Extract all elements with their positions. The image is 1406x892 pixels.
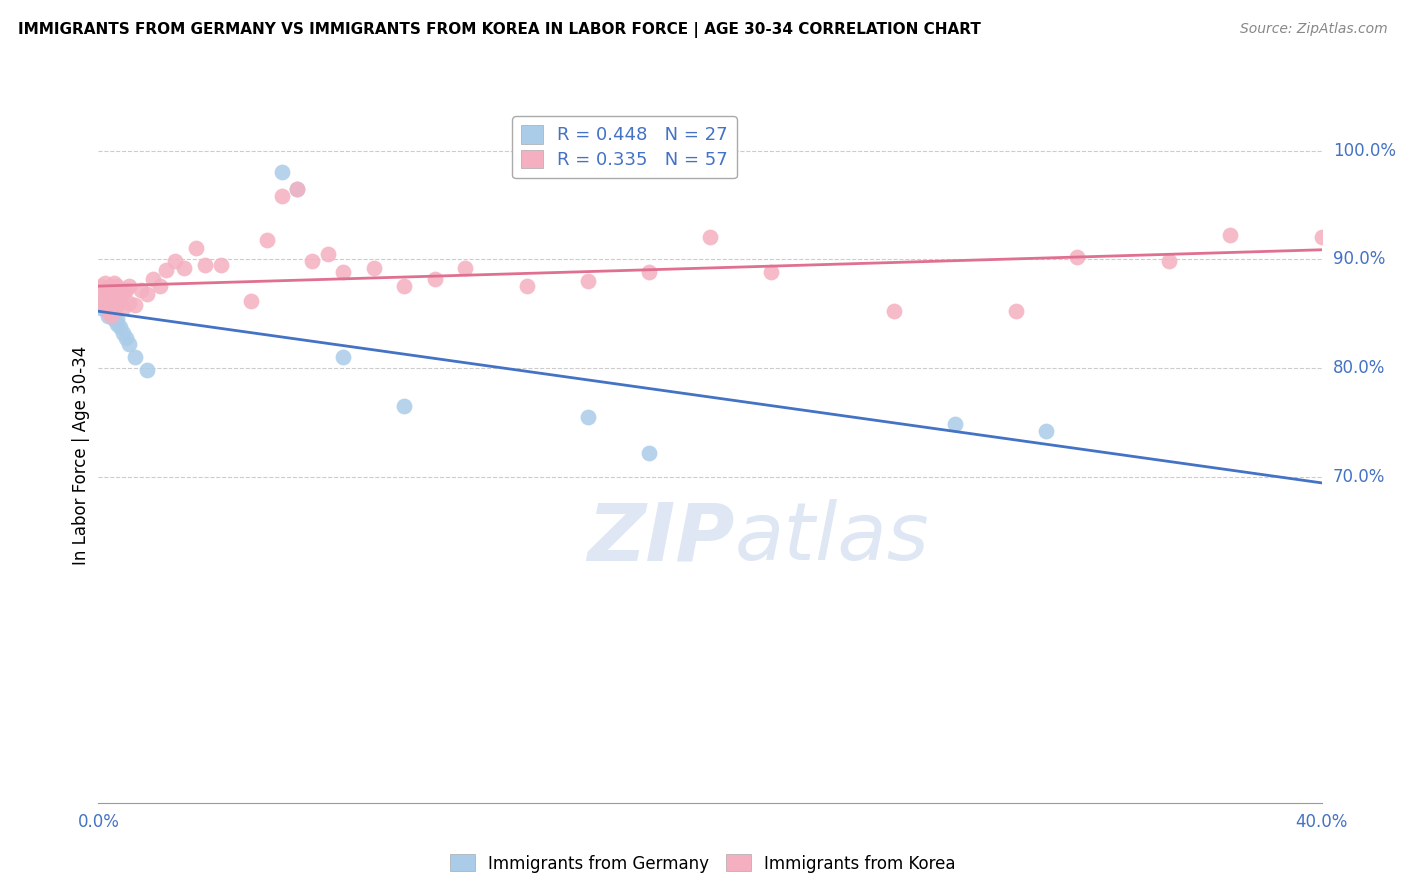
Text: atlas: atlas	[734, 500, 929, 577]
Point	[332, 265, 354, 279]
Point	[883, 304, 905, 318]
Point	[103, 312, 125, 326]
Point	[97, 304, 120, 318]
Point	[90, 279, 112, 293]
Point	[392, 279, 416, 293]
Point	[285, 181, 308, 195]
Point	[270, 189, 292, 203]
Point	[118, 337, 141, 351]
Point	[111, 326, 134, 341]
Point	[516, 279, 538, 293]
Point	[363, 260, 385, 275]
Point	[97, 290, 120, 304]
Point	[240, 293, 263, 308]
Point	[155, 263, 177, 277]
Point	[111, 301, 134, 315]
Point	[129, 283, 152, 297]
Point	[111, 287, 134, 301]
Point	[1310, 230, 1333, 244]
Text: 70.0%: 70.0%	[1333, 467, 1385, 485]
Point	[93, 293, 115, 308]
Point	[93, 301, 115, 315]
Point	[149, 279, 172, 293]
Point	[97, 304, 120, 318]
Point	[97, 309, 120, 323]
Legend: Immigrants from Germany, Immigrants from Korea: Immigrants from Germany, Immigrants from…	[443, 847, 963, 880]
Point	[105, 298, 128, 312]
Point	[209, 258, 232, 272]
Point	[118, 295, 141, 310]
Point	[285, 181, 308, 195]
Point	[100, 279, 122, 293]
Text: IMMIGRANTS FROM GERMANY VS IMMIGRANTS FROM KOREA IN LABOR FORCE | AGE 30-34 CORR: IMMIGRANTS FROM GERMANY VS IMMIGRANTS FR…	[18, 22, 981, 38]
Point	[392, 399, 416, 413]
Point	[103, 304, 125, 318]
Point	[90, 301, 112, 315]
Point	[316, 247, 339, 261]
Y-axis label: In Labor Force | Age 30-34: In Labor Force | Age 30-34	[72, 345, 90, 565]
Point	[332, 350, 354, 364]
Point	[1219, 228, 1241, 243]
Text: 90.0%: 90.0%	[1333, 251, 1385, 268]
Point	[103, 301, 125, 315]
Point	[124, 350, 146, 364]
Point	[576, 274, 599, 288]
Point	[1066, 250, 1088, 264]
Point	[115, 330, 138, 344]
Point	[105, 279, 128, 293]
Point	[136, 363, 159, 377]
Text: 80.0%: 80.0%	[1333, 359, 1385, 377]
Text: 100.0%: 100.0%	[1333, 142, 1396, 160]
Point	[97, 298, 120, 312]
Point	[454, 260, 477, 275]
Point	[115, 283, 138, 297]
Point	[90, 285, 112, 299]
Text: Source: ZipAtlas.com: Source: ZipAtlas.com	[1240, 22, 1388, 37]
Point	[699, 230, 721, 244]
Point	[1157, 254, 1180, 268]
Point	[186, 241, 208, 255]
Point	[637, 265, 661, 279]
Point	[142, 272, 165, 286]
Point	[173, 260, 195, 275]
Point	[105, 312, 128, 326]
Point	[1004, 304, 1026, 318]
Point	[100, 301, 122, 315]
Point	[124, 298, 146, 312]
Point	[97, 283, 120, 297]
Point	[637, 446, 661, 460]
Point	[136, 287, 159, 301]
Point	[100, 309, 122, 323]
Point	[93, 276, 115, 290]
Point	[943, 417, 966, 432]
Legend: R = 0.448   N = 27, R = 0.335   N = 57: R = 0.448 N = 27, R = 0.335 N = 57	[512, 116, 737, 178]
Point	[90, 295, 112, 310]
Point	[103, 309, 125, 323]
Point	[105, 318, 128, 332]
Point	[194, 258, 217, 272]
Point	[301, 254, 323, 268]
Point	[100, 307, 122, 321]
Point	[118, 279, 141, 293]
Text: ZIP: ZIP	[588, 500, 734, 577]
Point	[163, 254, 186, 268]
Point	[270, 165, 292, 179]
Point	[108, 283, 131, 297]
Point	[759, 265, 782, 279]
Point	[100, 290, 122, 304]
Point	[576, 409, 599, 424]
Point	[93, 298, 115, 312]
Point	[90, 293, 112, 308]
Point	[1035, 424, 1057, 438]
Point	[256, 233, 278, 247]
Point	[108, 293, 131, 308]
Point	[103, 276, 125, 290]
Point	[423, 272, 446, 286]
Point	[108, 319, 131, 334]
Point	[93, 298, 115, 312]
